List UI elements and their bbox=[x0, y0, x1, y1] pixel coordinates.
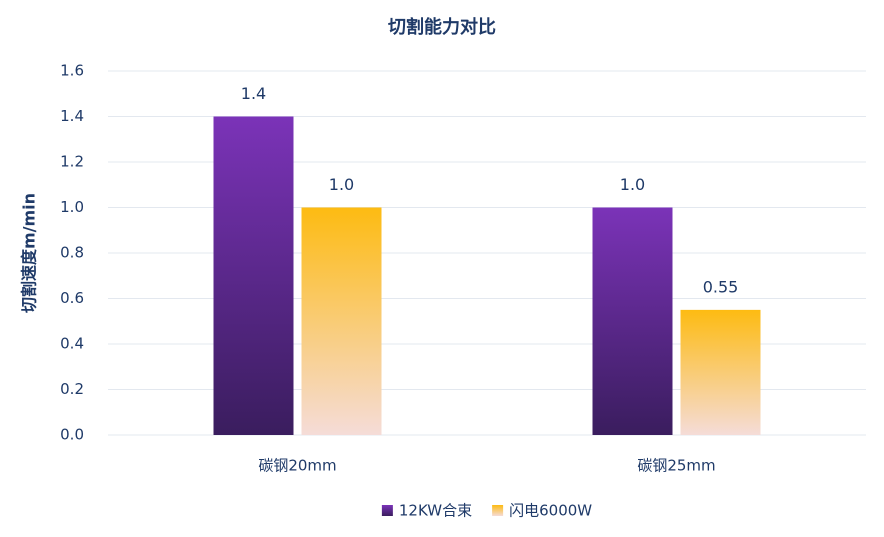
bar bbox=[592, 207, 673, 435]
y-tick-label: 0.0 bbox=[60, 426, 84, 444]
y-tick-label: 0.4 bbox=[60, 335, 84, 353]
legend-swatch bbox=[492, 505, 504, 516]
y-tick-label: 1.4 bbox=[60, 107, 84, 125]
x-tick-label: 碳钢20mm bbox=[258, 457, 336, 475]
legend-label: 12KW合束 bbox=[399, 502, 472, 520]
bar bbox=[680, 309, 761, 435]
y-tick-label: 1.6 bbox=[60, 62, 84, 80]
legend-swatch bbox=[381, 505, 393, 516]
bar bbox=[213, 116, 294, 435]
value-label: 1.4 bbox=[241, 84, 266, 103]
value-label: 1.0 bbox=[620, 175, 645, 194]
bar bbox=[301, 207, 382, 435]
legend: 12KW合束 闪电6000W bbox=[381, 502, 592, 520]
chart-title: 切割能力对比 bbox=[388, 16, 496, 38]
y-tick-label: 1.0 bbox=[60, 198, 84, 216]
value-label: 0.55 bbox=[703, 277, 739, 296]
x-tick-label: 碳钢25mm bbox=[637, 457, 715, 475]
y-tick-label: 0.8 bbox=[60, 244, 84, 262]
y-axis-label: 切割速度m/min bbox=[20, 193, 39, 313]
y-tick-label: 0.2 bbox=[60, 380, 84, 398]
y-tick-label: 1.2 bbox=[60, 153, 84, 171]
y-tick-label: 0.6 bbox=[60, 289, 84, 307]
legend-label: 闪电6000W bbox=[509, 502, 592, 520]
value-label: 1.0 bbox=[329, 175, 354, 194]
